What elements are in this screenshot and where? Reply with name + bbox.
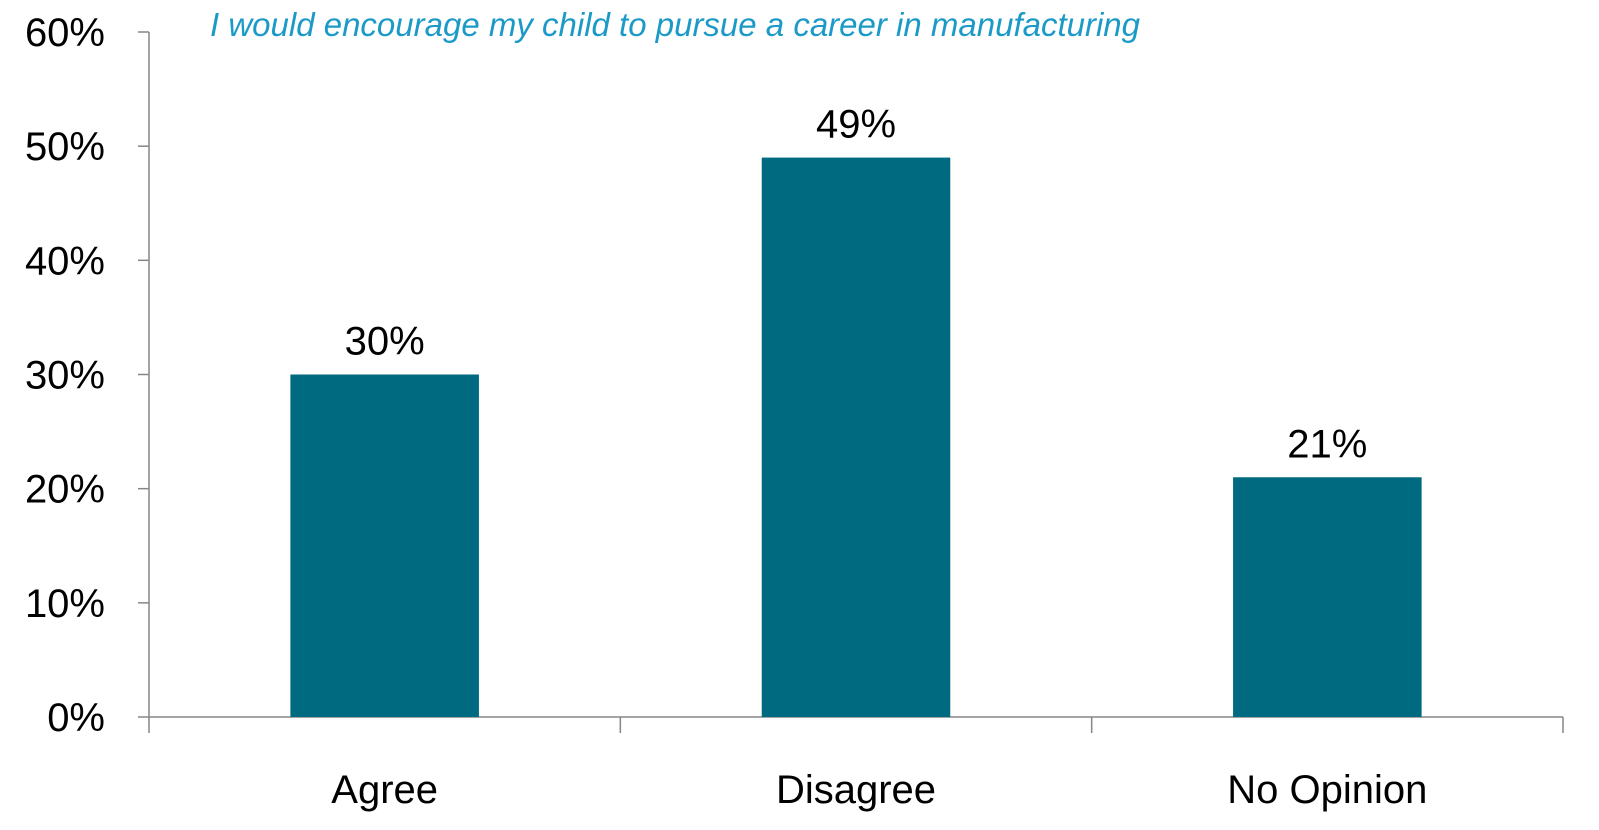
bar-disagree bbox=[761, 157, 951, 718]
y-tick-label: 10% bbox=[25, 582, 105, 626]
labels: 30% Agree 49% Disagree 21% No Opinion bbox=[331, 103, 1427, 812]
x-category-label: No Opinion bbox=[1227, 768, 1427, 812]
y-tick-label: 30% bbox=[25, 354, 105, 398]
bar-no-opinion bbox=[1233, 477, 1422, 717]
data-label: 21% bbox=[1287, 422, 1367, 466]
y-tick-label: 0% bbox=[47, 696, 105, 740]
y-tick-label: 20% bbox=[25, 468, 105, 512]
y-tick-label: 40% bbox=[25, 239, 105, 283]
y-tick-label: 60% bbox=[25, 11, 105, 55]
x-category-label: Agree bbox=[331, 768, 438, 812]
axes: 0% 10% 20% 30% 40% 50% 60% bbox=[25, 11, 1564, 740]
y-tick-label: 50% bbox=[25, 125, 105, 169]
data-label: 30% bbox=[345, 320, 425, 364]
bar-agree bbox=[290, 374, 479, 717]
chart-title: I would encourage my child to pursue a c… bbox=[210, 6, 1141, 43]
data-label: 49% bbox=[816, 103, 896, 147]
bars bbox=[290, 157, 1422, 718]
x-category-label: Disagree bbox=[776, 768, 936, 812]
